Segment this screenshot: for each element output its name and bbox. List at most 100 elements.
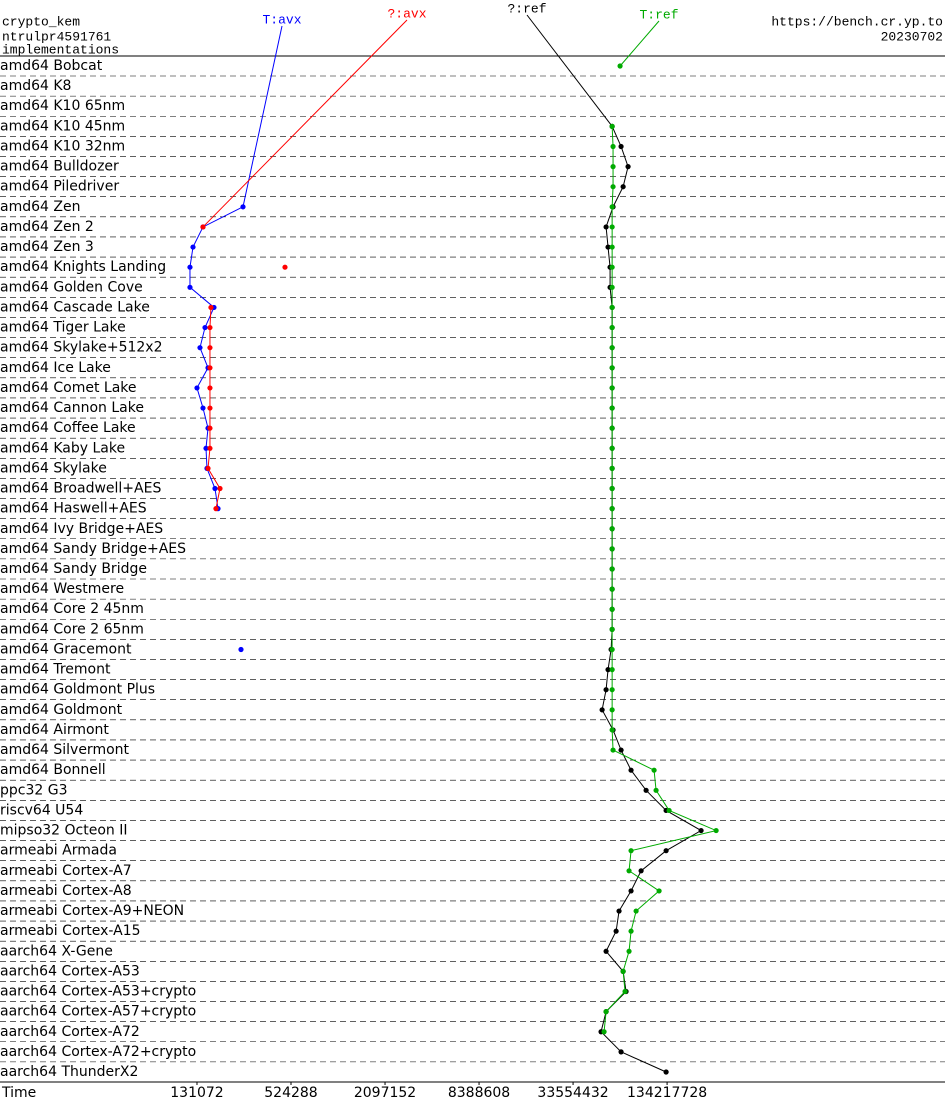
data-point: [698, 827, 704, 834]
row-label: armeabi Cortex-A8: [0, 883, 132, 899]
row-label: amd64 Goldmont Plus: [0, 682, 155, 698]
data-point: [609, 566, 615, 572]
row-label: amd64 Goldmont: [0, 702, 123, 718]
data-point: [609, 667, 615, 673]
data-point: [212, 485, 218, 492]
data-point: [603, 687, 609, 693]
x-tick-label: 8388608: [448, 1085, 510, 1101]
data-point: [609, 727, 615, 733]
data-point: [628, 767, 634, 773]
row-label: amd64 Kaby Lake: [0, 440, 125, 456]
row-label: aarch64 Cortex-A53: [0, 963, 140, 979]
row-label: amd64 Sandy Bridge: [0, 561, 147, 577]
data-point: [616, 908, 622, 914]
row-label: amd64 K10 65nm: [0, 98, 125, 114]
row-label: amd64 K10 32nm: [0, 138, 125, 154]
data-point: [202, 324, 208, 331]
row-label: amd64 Sandy Bridge+AES: [0, 541, 186, 557]
series-leader: [242, 25, 283, 207]
row-label: amd64 Core 2 45nm: [0, 601, 144, 617]
row-label: amd64 Bonnell: [0, 762, 106, 778]
data-point: [663, 848, 669, 854]
data-point: [613, 928, 619, 934]
x-tick-label: 524288: [264, 1085, 317, 1101]
row-label: aarch64 Cortex-A72: [0, 1024, 140, 1040]
row-label: amd64 K8: [0, 78, 71, 94]
data-point: [609, 224, 615, 230]
data-point: [618, 143, 624, 150]
row-label: amd64 K10 45nm: [0, 118, 125, 134]
data-point: [240, 204, 246, 210]
data-point: [207, 385, 213, 391]
data-point: [609, 204, 615, 210]
row-label: aarch64 Cortex-A72+crypto: [0, 1044, 196, 1060]
data-point: [603, 1009, 609, 1015]
data-point: [609, 365, 615, 371]
data-point: [609, 304, 615, 311]
data-point: [628, 848, 634, 854]
data-point: [609, 506, 615, 512]
row-label: riscv64 U54: [0, 802, 83, 818]
data-point: [601, 1029, 607, 1035]
row-label: amd64 Bulldozer: [0, 159, 119, 175]
x-axis-label: Time: [1, 1085, 36, 1101]
data-point: [207, 425, 213, 431]
row-label: amd64 Zen: [0, 199, 80, 215]
data-point: [643, 787, 649, 793]
data-point: [653, 787, 659, 793]
data-point: [628, 888, 634, 894]
data-point: [187, 284, 193, 290]
series-label: T:avx: [262, 12, 301, 27]
row-label: amd64 Gracemont: [0, 641, 132, 657]
data-point: [205, 465, 211, 471]
row-label: armeabi Cortex-A15: [0, 923, 141, 939]
data-point: [618, 747, 624, 753]
data-point: [609, 526, 615, 532]
data-point: [197, 345, 203, 351]
data-point: [620, 184, 626, 190]
data-point: [617, 63, 623, 69]
row-label: amd64 Comet Lake: [0, 380, 137, 396]
data-point: [609, 385, 615, 391]
row-label: aarch64 Cortex-A57+crypto: [0, 1004, 196, 1020]
row-label: ppc32 G3: [0, 782, 68, 798]
row-label: amd64 Tremont: [0, 662, 111, 678]
data-point: [625, 164, 631, 170]
row-label: aarch64 Cortex-A53+crypto: [0, 984, 196, 1000]
data-point: [217, 485, 223, 492]
data-point: [626, 948, 632, 954]
row-label: amd64 Cannon Lake: [0, 400, 144, 416]
series-leader: [526, 14, 613, 127]
data-point: [609, 425, 615, 431]
data-point: [207, 365, 213, 371]
data-point: [609, 626, 615, 632]
x-tick-label: 134217728: [627, 1085, 707, 1101]
row-label: amd64 Coffee Lake: [0, 420, 136, 436]
data-point: [622, 988, 628, 995]
data-point: [603, 948, 609, 954]
row-label: amd64 Zen 3: [0, 239, 94, 255]
series-label: T:ref: [639, 7, 678, 22]
row-label: amd64 Westmere: [0, 581, 124, 597]
row-label: amd64 Zen 2: [0, 219, 94, 235]
data-point: [609, 546, 615, 552]
data-point: [238, 646, 244, 653]
header-left: implementations: [2, 42, 119, 57]
data-point: [609, 485, 615, 492]
row-label: amd64 Broadwell+AES: [0, 481, 161, 497]
data-point: [609, 123, 615, 129]
data-point: [282, 264, 288, 270]
data-point: [609, 646, 615, 653]
data-point: [609, 284, 615, 290]
series-line: [603, 126, 718, 1032]
header-left: ntrulpr4591761: [2, 29, 111, 44]
data-point: [207, 405, 213, 411]
series-label: ?:avx: [387, 6, 426, 21]
data-point: [605, 667, 611, 673]
data-point: [609, 324, 615, 331]
data-point: [663, 1069, 669, 1075]
data-point: [633, 908, 639, 914]
x-tick-label: 131072: [170, 1085, 223, 1101]
data-point: [609, 606, 615, 612]
